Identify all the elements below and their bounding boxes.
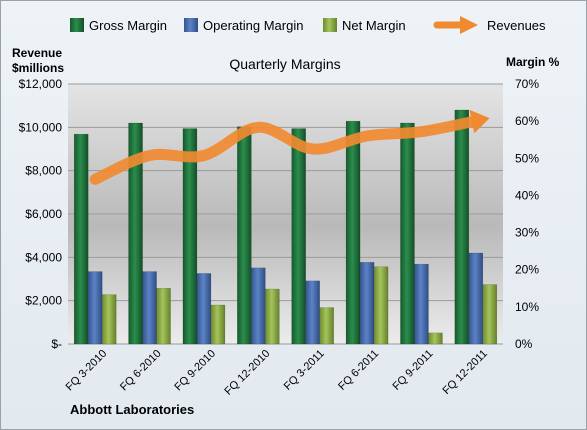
- operating-margin-bar: [142, 271, 157, 345]
- right-axis-tick-label: 50%: [515, 151, 539, 165]
- legend-label-operating-margin: Operating Margin: [203, 18, 303, 33]
- x-axis-tick-label: FQ 9-2011: [390, 348, 435, 393]
- net-margin-bar: [373, 266, 389, 345]
- left-axis-ticks: $- $2,000 $4,000 $6,000 $8,000 $10,000 $12,000: [19, 77, 63, 351]
- right-axis-tick-label: 60%: [515, 114, 539, 128]
- right-axis-title: Margin %: [506, 55, 560, 69]
- x-axis-tick-label: FQ 9-2010: [172, 348, 218, 394]
- left-axis-tick-label: $10,000: [19, 120, 63, 134]
- right-axis-tick-label: 40%: [515, 188, 539, 202]
- gross-margin-bar: [237, 126, 252, 345]
- x-axis-tick-label: FQ 6-2010: [118, 348, 164, 394]
- x-axis-tick-label: FQ 12-2011: [441, 348, 490, 397]
- operating-margin-bar: [414, 263, 429, 345]
- legend-swatch-gross-margin: [70, 18, 84, 32]
- revenue-series-line: [89, 115, 482, 185]
- gross-margin-bar: [345, 120, 361, 345]
- gross-margin-bar: [73, 133, 89, 345]
- x-axis-tick-label: FQ 3-2011: [282, 348, 327, 393]
- gross-margin-bar: [291, 128, 306, 345]
- operating-margin-bar: [251, 267, 266, 345]
- net-margin-bar: [482, 284, 498, 345]
- operating-margin-bar: [87, 271, 103, 345]
- revenue-line: [89, 109, 490, 185]
- left-axis-title-line1: Revenue: [12, 46, 62, 60]
- chart-title: Quarterly Margins: [229, 56, 340, 72]
- legend-swatch-operating-margin: [184, 18, 198, 32]
- right-axis-tick-label: 30%: [515, 226, 539, 240]
- operating-margin-bar: [196, 273, 212, 345]
- net-margin-bar: [319, 307, 334, 345]
- left-axis-tick-label: $6,000: [25, 207, 62, 221]
- net-margin-bar: [210, 304, 226, 345]
- gross-margin-bar: [454, 109, 470, 345]
- right-axis-tick-label: 0%: [515, 337, 533, 351]
- operating-margin-bar: [305, 280, 320, 345]
- left-axis-title-line2: $millions: [12, 61, 64, 75]
- x-axis-ticks: FQ 3-2010 FQ 6-2010 FQ 9-2010 FQ 12-2010 FQ …: [64, 348, 490, 398]
- gross-margin-bar: [182, 128, 198, 345]
- x-axis-tick-label: FQ 12-2010: [222, 348, 272, 398]
- left-axis-tick-label: $-: [51, 337, 62, 351]
- legend-label-net-margin: Net Margin: [342, 18, 406, 33]
- right-axis-tick-label: 20%: [515, 263, 539, 277]
- legend: Gross Margin Operating Margin Net Margin…: [70, 16, 546, 34]
- company-label: Abbott Laboratories: [70, 402, 194, 417]
- left-axis-tick-label: $2,000: [25, 294, 62, 308]
- legend-label-revenues: Revenues: [487, 18, 546, 33]
- revenue-arrowhead: [469, 109, 490, 134]
- net-margin-bar: [156, 288, 171, 345]
- legend-label-gross-margin: Gross Margin: [89, 18, 167, 33]
- net-margin-bar: [428, 332, 443, 345]
- right-axis-tick-label: 70%: [515, 77, 539, 91]
- legend-swatch-net-margin: [323, 18, 337, 32]
- net-margin-bar: [101, 294, 117, 345]
- left-axis-tick-label: $12,000: [19, 77, 63, 91]
- net-margin-bar: [265, 288, 280, 345]
- bars: [73, 109, 498, 345]
- x-axis-tick-label: FQ 6-2011: [336, 348, 381, 393]
- left-axis-tick-label: $4,000: [25, 250, 62, 264]
- gross-margin-bar: [128, 122, 143, 345]
- x-axis-tick-label: FQ 3-2010: [64, 348, 110, 394]
- operating-margin-bar: [468, 252, 484, 345]
- operating-margin-bar: [359, 262, 375, 345]
- gross-margin-bar: [400, 122, 415, 345]
- left-axis-tick-label: $8,000: [25, 164, 62, 178]
- legend-swatch-revenues: [433, 16, 478, 34]
- right-axis-tick-label: 10%: [515, 300, 539, 314]
- right-axis-ticks: 0% 10% 20% 30% 40% 50% 60% 70%: [515, 77, 539, 351]
